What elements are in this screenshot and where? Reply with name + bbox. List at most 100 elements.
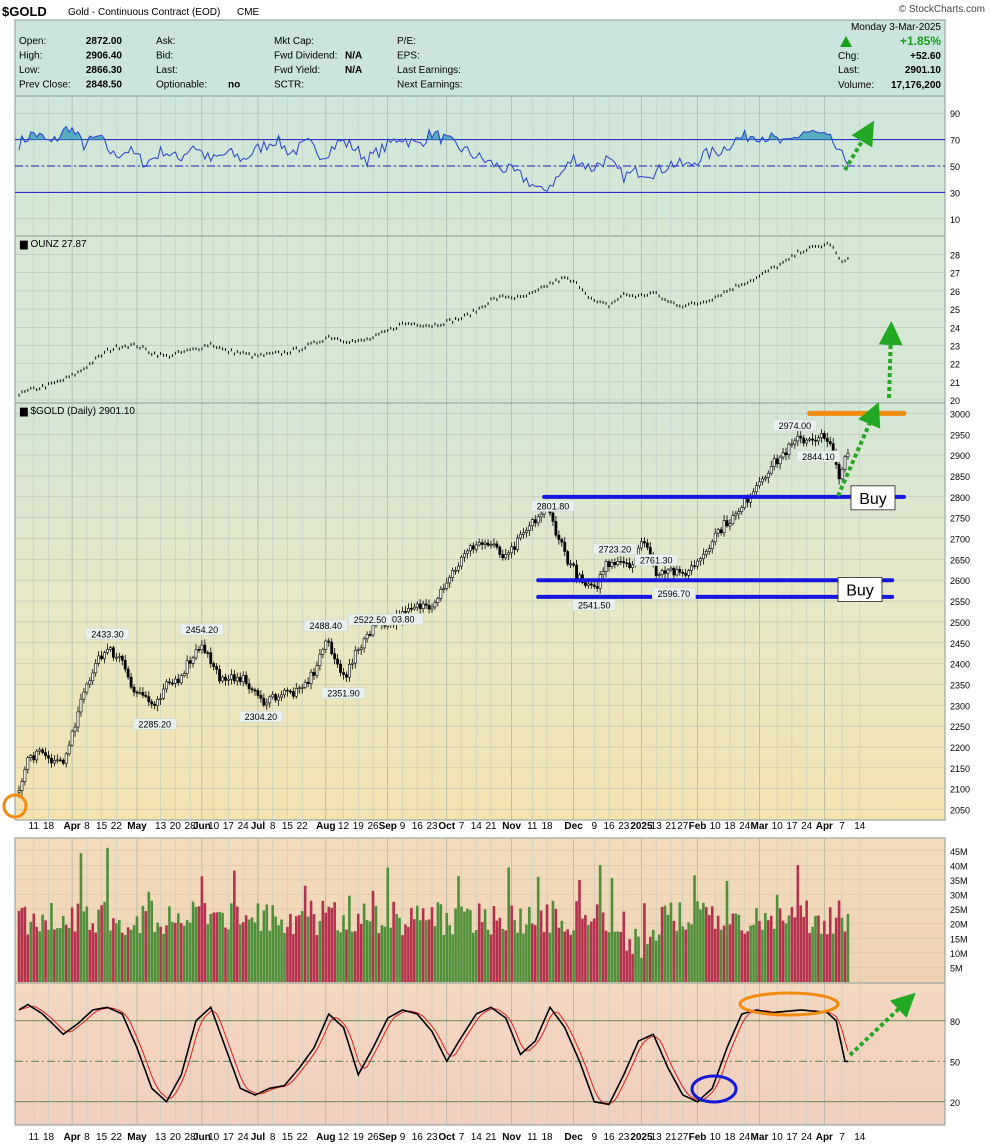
blue-oval (690, 1074, 738, 1104)
volume-bar (82, 911, 86, 982)
volume-bar (654, 940, 658, 982)
volume-bar (772, 928, 776, 982)
volume-bar (752, 924, 755, 982)
header: $GOLD Gold - Continuous Contract (EOD) C… (2, 4, 985, 91)
callout-label: 2285.20 (138, 720, 171, 730)
x-axis-label: Nov (502, 821, 521, 832)
candle-body (238, 676, 242, 683)
volume-bar (129, 929, 133, 982)
x-axis-label: Aug (316, 821, 335, 832)
candle-body (442, 588, 446, 590)
callout-box (572, 599, 617, 611)
candle-body (339, 663, 342, 673)
rsi-overbought-fill (19, 126, 848, 140)
x-axis-label: 18 (43, 1132, 55, 1143)
x-axis-label: 22 (297, 1132, 309, 1143)
volume-bar (115, 923, 118, 982)
candle-body (100, 655, 104, 660)
volume-bar (439, 904, 443, 982)
candle-body (427, 604, 431, 610)
volume-bar (581, 918, 584, 982)
volume-bar (53, 929, 56, 982)
callout-label: 2454.20 (186, 625, 219, 635)
candle-body (265, 702, 269, 706)
x-axis-label: 23 (426, 1132, 438, 1143)
volume-bar (67, 928, 71, 982)
price-tick-label: 2650 (950, 555, 970, 565)
price-tick-label: 2750 (950, 514, 970, 524)
volume-bar (696, 901, 699, 982)
price-series: 2433.30 2285.20 2454.20 2304.20 2488.40 2351.… (17, 410, 907, 798)
volume-tick-label: 45M (950, 847, 968, 857)
callout-label: 2522.50 (354, 615, 387, 625)
x-axis-label: 11 (527, 1132, 538, 1143)
volume-bar (168, 906, 171, 982)
x-axis-label: 24 (801, 821, 813, 832)
x-axis-label: Feb (689, 1132, 707, 1143)
x-axis-label: 2025 (630, 821, 653, 832)
price-tick-label: 2600 (950, 576, 970, 586)
candle-body (336, 658, 340, 665)
volume-bar (761, 929, 764, 982)
candle-body (165, 681, 168, 690)
volume-bar (625, 950, 628, 982)
x-axis-label: 19 (353, 821, 365, 832)
candle-body (29, 755, 33, 758)
volume-bar (507, 867, 510, 982)
callout-label: 2304.20 (245, 712, 278, 722)
x-axis-label: Sep (379, 1132, 397, 1143)
x-axis-label: 18 (724, 821, 736, 832)
candle-body (799, 435, 803, 439)
volume-bar (185, 919, 189, 982)
volume-bar (637, 936, 640, 982)
candle-body (412, 606, 416, 610)
callout-box (239, 710, 283, 723)
volume-bar (566, 929, 569, 982)
candle-body (519, 533, 522, 539)
price-tick-label: 2100 (950, 785, 970, 795)
callout-label: 2596.70 (658, 589, 691, 599)
volume-bar (56, 928, 59, 982)
volume-bar (604, 930, 608, 982)
contract-name: Gold - Continuous Contract (EOD) (68, 7, 220, 18)
candle-body (32, 755, 36, 761)
candle-body (722, 520, 726, 534)
ounz-tick-label: 21 (950, 378, 960, 388)
x-axis-label: 24 (739, 821, 751, 832)
x-axis-label: 13 (155, 1132, 167, 1143)
x-axis-label: 14 (471, 1132, 483, 1143)
volume-bar (76, 903, 80, 982)
volume-bar (749, 925, 752, 982)
last-value: 2901.10 (905, 65, 942, 76)
volume-bar (289, 913, 292, 982)
candle-body (640, 541, 643, 549)
volume-bar (796, 865, 800, 982)
candle-body (474, 544, 478, 550)
volume-bar (392, 901, 395, 982)
candle-body (168, 681, 171, 684)
volume-bar (557, 927, 561, 982)
candle-body (342, 672, 345, 675)
x-axis-label: 23 (618, 1132, 630, 1143)
volume-bar (657, 934, 661, 982)
x-axis-label: 7 (459, 821, 465, 832)
volume-bar (681, 926, 685, 982)
candle-body (23, 769, 27, 782)
x-axis-label: 12 (338, 1132, 350, 1143)
volume-bar (643, 903, 646, 982)
volume-bar (725, 881, 729, 982)
volume-bar (525, 924, 528, 982)
volume-series (17, 847, 850, 982)
volume-bar (628, 939, 631, 982)
x-axis-label: 16 (412, 821, 424, 832)
candle-body (457, 565, 460, 571)
callout-box (593, 543, 637, 555)
candle-body (522, 532, 525, 535)
volume-bar (705, 907, 708, 982)
candle-body (778, 456, 782, 465)
candle-body (76, 711, 80, 728)
candle-body (513, 546, 517, 550)
candle-body (138, 692, 142, 694)
volume-bar (846, 914, 850, 982)
candle-body (781, 452, 785, 458)
